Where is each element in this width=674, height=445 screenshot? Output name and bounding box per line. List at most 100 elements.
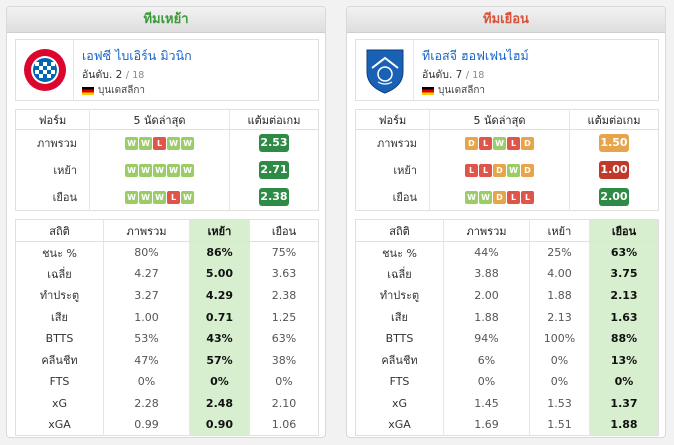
germany-flag-icon: [82, 86, 94, 95]
home-team-logo[interactable]: [16, 40, 74, 100]
stats-row: คลีนชีท 47% 57% 38%: [15, 349, 319, 372]
form-result-badge[interactable]: W: [507, 164, 520, 177]
form-row-label: ภาพรวม: [355, 129, 430, 157]
stats-row: xGA 1.69 1.51 1.88: [355, 414, 659, 436]
stat-value: 63%: [589, 241, 659, 264]
home-team-name[interactable]: เอฟซี ไบเอิร์น มิวนิก: [82, 48, 192, 63]
stat-label: คลีนชีท: [15, 349, 104, 372]
ppg-cell: 1.00: [570, 157, 659, 184]
stat-value: 6%: [443, 349, 530, 372]
form-result-badge[interactable]: W: [139, 137, 152, 151]
stat-value: 1.63: [589, 306, 659, 328]
form-result-badge[interactable]: W: [125, 164, 138, 177]
stat-label: BTTS: [15, 327, 104, 350]
form-result-badge[interactable]: L: [521, 190, 534, 204]
form-result-badge[interactable]: L: [479, 164, 492, 177]
stat-label: xGA: [355, 414, 444, 436]
stat-value: 0%: [529, 349, 590, 372]
stat-value: 1.88: [589, 414, 659, 436]
form-result-badge[interactable]: W: [167, 164, 180, 177]
stat-value: 75%: [271, 246, 297, 260]
stat-label: คลีนชีท: [355, 349, 444, 372]
form-row: ภาพรวม W W L W W 2.53: [15, 129, 319, 157]
stat-value: 3.27: [103, 284, 190, 307]
stats-header-label: สถิติ: [15, 219, 104, 242]
form-result-badge[interactable]: W: [153, 190, 166, 204]
form-header-last5: 5 นัดล่าสุด: [89, 109, 230, 130]
ppg-cell: 1.50: [570, 130, 659, 157]
away-team-logo[interactable]: [356, 40, 414, 100]
stat-value: 1.25: [271, 310, 297, 324]
form-row-label: เยือน: [355, 183, 430, 211]
stats-row: คลีนชีท 6% 0% 13%: [355, 349, 659, 372]
form-result-badge[interactable]: D: [521, 137, 534, 151]
away-league-name[interactable]: บุนเดสลีกา: [438, 85, 485, 96]
stat-value: 5.00: [189, 263, 250, 285]
away-rank-total: 18: [472, 70, 485, 81]
stat-value: 4.29: [189, 284, 250, 307]
form-result-badge[interactable]: W: [153, 164, 166, 177]
stats-header-overall: ภาพรวม: [443, 219, 530, 242]
form-result-badge[interactable]: W: [125, 190, 138, 204]
stat-value: 1.88: [443, 306, 530, 328]
stat-label: เสีย: [355, 306, 444, 328]
stat-value: 1.06: [271, 418, 297, 432]
form-result-badge[interactable]: W: [125, 137, 138, 151]
stats-row: เสีย 1.88 2.13 1.63: [355, 306, 659, 328]
home-rank-value: 2: [115, 69, 123, 81]
home-panel-header: ทีมเหย้า: [7, 7, 325, 33]
stat-label: ชนะ %: [15, 241, 104, 264]
stat-value: 94%: [443, 327, 530, 350]
form-result-badge[interactable]: W: [139, 164, 152, 177]
form-result-badge[interactable]: D: [465, 137, 478, 151]
form-result-badge[interactable]: W: [167, 137, 180, 151]
stats-row: เสีย 1.00 0.71 1.25: [15, 306, 319, 328]
form-result-badge[interactable]: D: [493, 190, 506, 204]
form-result-badge[interactable]: L: [167, 190, 180, 204]
home-team-rank: อันดับ. 2 / 18: [82, 66, 144, 83]
home-rank-total: 18: [132, 70, 145, 81]
form-result-badge[interactable]: L: [507, 137, 520, 151]
stat-label: เฉลี่ย: [355, 263, 444, 285]
germany-flag-icon: [422, 86, 434, 95]
form-row-label: เยือน: [15, 183, 90, 211]
stats-header-home: เหย้า: [189, 219, 250, 242]
stat-value: 4.27: [103, 263, 190, 285]
stat-value: 4.00: [529, 263, 590, 285]
ppg-cell: 2.53: [230, 130, 319, 157]
form-result-badge[interactable]: L: [479, 137, 492, 151]
form-result-badge[interactable]: W: [493, 137, 506, 151]
form-result-badge[interactable]: W: [181, 164, 194, 177]
form-row: เหย้า W W W W W 2.71: [15, 156, 319, 184]
home-league-name[interactable]: บุนเดสลีกา: [98, 85, 145, 96]
ppg-badge: 2.00: [599, 187, 629, 206]
stat-value: 3.75: [589, 263, 659, 285]
form-result-badge[interactable]: D: [493, 164, 506, 177]
stat-value: 0.99: [103, 414, 190, 436]
form-result-badge[interactable]: L: [465, 164, 478, 177]
stat-value: 44%: [443, 241, 530, 264]
stat-value: 0%: [275, 375, 293, 389]
hoffenheim-logo-icon: [366, 49, 403, 94]
stat-value: 53%: [103, 327, 190, 350]
stat-value: 80%: [103, 241, 190, 264]
stats-header-label: สถิติ: [355, 219, 444, 242]
stat-value: 3.88: [443, 263, 530, 285]
form-result-badge[interactable]: L: [153, 137, 166, 151]
form-result-badge[interactable]: W: [465, 190, 478, 204]
form-row: เหย้า L L D W D 1.00: [355, 156, 659, 184]
form-result-badge[interactable]: W: [139, 190, 152, 204]
form-result-badge[interactable]: L: [507, 190, 520, 204]
form-row-label: ภาพรวม: [15, 129, 90, 157]
away-team-name[interactable]: ทีเอสจี ฮอฟเฟนไฮม์: [422, 48, 529, 63]
away-team-rank: อันดับ. 7 / 18: [422, 66, 484, 83]
form-result-badge[interactable]: W: [181, 190, 194, 204]
form-row-label: เหย้า: [15, 156, 90, 184]
stat-label: BTTS: [355, 327, 444, 350]
stat-label: xG: [15, 392, 104, 415]
form-result-badge[interactable]: W: [181, 137, 194, 151]
stat-value: 63%: [271, 332, 297, 346]
form-result-badge[interactable]: D: [521, 164, 534, 177]
form-result-badge[interactable]: W: [479, 190, 492, 204]
